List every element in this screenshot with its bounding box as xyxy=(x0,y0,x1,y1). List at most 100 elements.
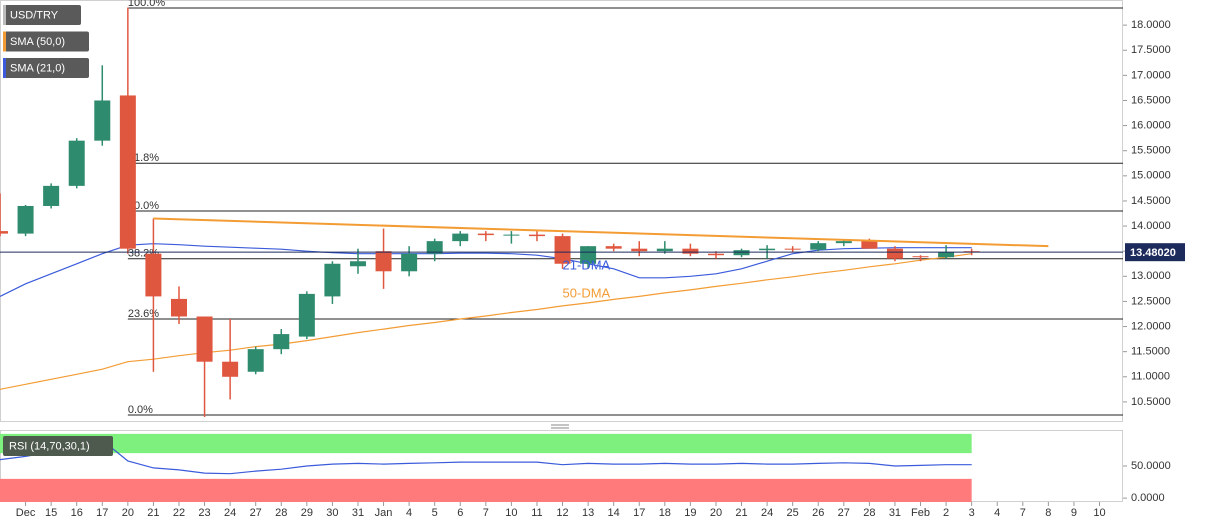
y-tick-label: 14.0000 xyxy=(1131,220,1171,232)
x-tick-label: Dec xyxy=(16,507,36,519)
x-tick-label: 17 xyxy=(96,507,108,519)
candle-body xyxy=(707,253,724,256)
y-tick-label: 16.0000 xyxy=(1131,120,1171,132)
x-tick-label: 28 xyxy=(863,507,875,519)
sma-line xyxy=(0,253,972,390)
x-tick-label: 31 xyxy=(889,507,901,519)
y-tick-label: 17.5000 xyxy=(1131,44,1171,56)
candle-body xyxy=(94,100,111,141)
x-tick-label: 7 xyxy=(1020,507,1026,519)
candle-body xyxy=(580,246,597,264)
last-price-label: 13.48020 xyxy=(1130,247,1176,259)
x-tick-label: 17 xyxy=(633,507,645,519)
y-tick-label: 16.5000 xyxy=(1131,94,1171,106)
sma-line xyxy=(0,243,972,297)
pane-handle[interactable] xyxy=(551,424,569,429)
candle-body xyxy=(426,241,443,254)
x-tick-label: Jan xyxy=(375,507,393,519)
x-tick-label: 14 xyxy=(608,507,620,519)
x-tick-label: 27 xyxy=(250,507,262,519)
legend-label: USD/TRY xyxy=(10,9,59,21)
x-tick-label: 18 xyxy=(659,507,671,519)
x-tick-label: 24 xyxy=(761,507,773,519)
legend-box xyxy=(3,58,89,78)
x-tick-label: 9 xyxy=(1071,507,1077,519)
trendline xyxy=(153,217,1049,248)
legend-box xyxy=(3,31,89,52)
x-tick-label: 4 xyxy=(994,507,1000,519)
price-plot: 100.0%61.8%50.0%38.2%23.6%0.0%21-DMA50-D… xyxy=(0,0,1123,417)
x-tick-label: 16 xyxy=(71,507,83,519)
x-tick-label: 31 xyxy=(352,507,364,519)
x-tick-label: 12 xyxy=(556,507,568,519)
candle-body xyxy=(17,205,34,234)
legend-label: SMA (21,0) xyxy=(10,62,65,74)
candle-body xyxy=(835,241,852,244)
candle-body xyxy=(0,231,8,234)
candle-body xyxy=(861,240,878,249)
candle-body xyxy=(605,246,622,249)
x-tick-label: 13 xyxy=(582,507,594,519)
candle-body xyxy=(886,248,903,259)
candle-body xyxy=(196,316,213,362)
overlay: 18.0000 17.5000 17.0000 16.5000 16.0000 15.50… xyxy=(3,5,1185,519)
x-tick-label: 15 xyxy=(45,507,57,519)
candle-body xyxy=(145,253,162,297)
candle-body xyxy=(43,185,60,206)
y-tick-label: 14.5000 xyxy=(1131,195,1171,207)
x-tick-label: 5 xyxy=(432,507,438,519)
candle-body xyxy=(477,233,494,236)
rsi-line xyxy=(0,439,972,475)
x-tick-label: 22 xyxy=(173,507,185,519)
legend-swatch xyxy=(3,58,6,78)
x-tick-label: 21 xyxy=(147,507,159,519)
candle-body xyxy=(912,256,929,258)
x-tick-label: 26 xyxy=(812,507,824,519)
y-tick-label: 15.5000 xyxy=(1131,145,1171,157)
candle-body xyxy=(401,253,418,272)
candle-body xyxy=(222,361,239,377)
annotation: 21-DMA xyxy=(563,258,611,273)
rsi-y-tick-label: 0.0000 xyxy=(1131,492,1165,504)
x-tick-label: 8 xyxy=(1045,507,1051,519)
candle-body xyxy=(528,234,545,237)
rsi-overbought-zone xyxy=(0,433,972,454)
fib-label: 23.6% xyxy=(128,308,159,320)
x-tick-label: 19 xyxy=(684,507,696,519)
candle-body xyxy=(938,252,955,258)
rsi-label: RSI (14,70,30,1) xyxy=(9,440,90,452)
x-tick-label: 24 xyxy=(224,507,236,519)
candle-body xyxy=(631,248,648,252)
rsi-label-box xyxy=(3,436,113,456)
x-tick-label: 29 xyxy=(301,507,313,519)
candle-body xyxy=(784,248,801,250)
legend-label: SMA (50,0) xyxy=(10,36,65,48)
x-tick-label: 6 xyxy=(457,507,463,519)
fib-label: 100.0% xyxy=(128,0,166,9)
x-tick-label: 11 xyxy=(531,507,542,519)
candle-body xyxy=(503,234,520,236)
candle-body xyxy=(375,251,392,272)
candle-body xyxy=(247,349,264,372)
candle-body xyxy=(682,248,699,254)
candle-body xyxy=(759,248,776,251)
x-tick-label: 21 xyxy=(735,507,747,519)
candle-body xyxy=(273,334,290,350)
candle-body xyxy=(324,263,341,297)
legend-swatch xyxy=(3,31,6,52)
candle-body xyxy=(810,243,827,250)
x-tick-label: 7 xyxy=(483,507,489,519)
last-price-box xyxy=(1125,243,1185,262)
y-tick-label: 17.0000 xyxy=(1131,69,1171,81)
rsi-y-tick-label: 50.0000 xyxy=(1131,460,1171,472)
legend-swatch xyxy=(3,5,6,25)
x-tick-label: 3 xyxy=(969,507,975,519)
legend-box xyxy=(3,5,81,25)
candle-body xyxy=(656,248,673,252)
candle-body xyxy=(170,298,187,317)
fib-label: 0.0% xyxy=(128,404,153,416)
x-tick-label: 2 xyxy=(943,507,949,519)
y-tick-label: 11.5000 xyxy=(1131,346,1170,358)
candle-body xyxy=(119,95,136,249)
candle-body xyxy=(298,293,315,337)
